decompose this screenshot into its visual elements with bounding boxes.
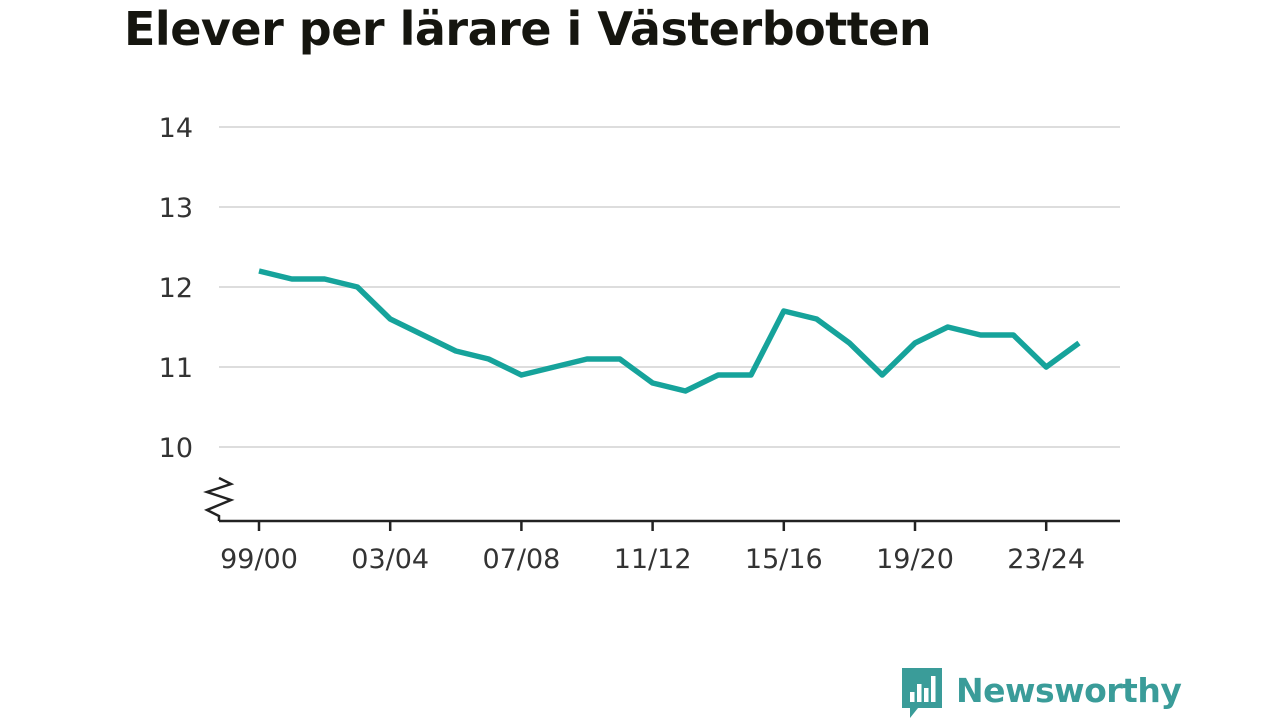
gridlines (219, 126, 1120, 448)
x-tick-label: 11/12 (614, 544, 692, 575)
y-tick-label: 11 (159, 353, 193, 384)
x-tick-label: 07/08 (482, 544, 560, 575)
chart-title: Elever per lärare i Västerbotten (124, 2, 932, 56)
newsworthy-logo-icon (902, 668, 942, 718)
x-tick-label: 23/24 (1007, 544, 1085, 575)
newsworthy-logo: Newsworthy (902, 668, 1182, 720)
x-tick-label: 99/00 (220, 544, 298, 575)
y-tick-label: 10 (159, 433, 193, 464)
x-tick-label: 19/20 (876, 544, 954, 575)
brand-name: Newsworthy (956, 671, 1182, 710)
x-axis-ticks: 99/00 03/04 07/08 11/12 15/16 19/20 23/24 (220, 521, 1085, 575)
series-group (258, 268, 1081, 394)
x-tick-label: 15/16 (745, 544, 823, 575)
series-line (258, 268, 1081, 394)
y-tick-label: 12 (159, 273, 193, 304)
y-tick-label: 14 (159, 113, 193, 144)
y-axis-tick-labels: 10 11 12 13 14 (159, 113, 193, 464)
line-chart: 10 11 12 13 14 99/00 03/04 07/08 11/12 15/16 19/2… (159, 113, 1120, 575)
y-tick-label: 13 (159, 193, 193, 224)
axis-break-symbol (203, 476, 235, 521)
x-tick-label: 03/04 (351, 544, 429, 575)
